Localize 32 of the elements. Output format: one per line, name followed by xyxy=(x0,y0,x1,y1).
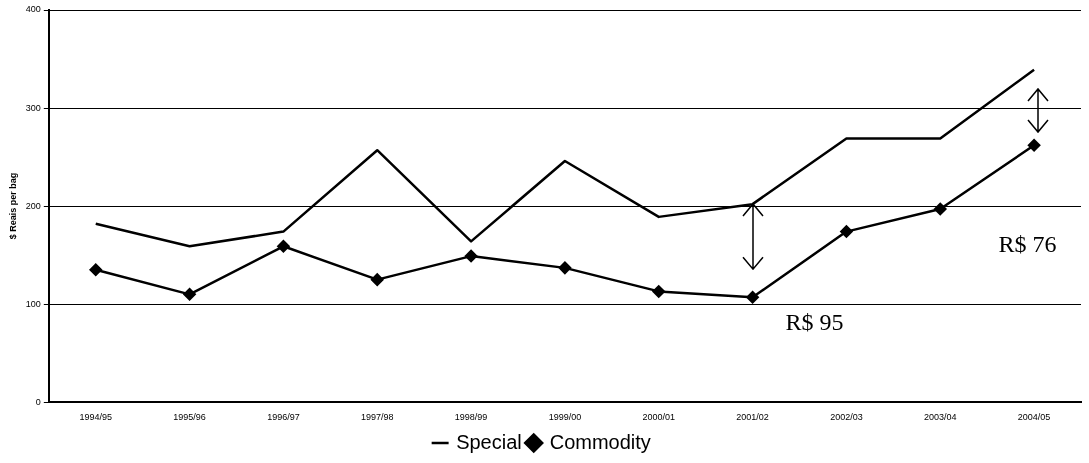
point xyxy=(183,288,196,301)
point xyxy=(558,261,572,275)
annotation: R$ 76 xyxy=(998,230,1057,257)
y-tick-label: 300 xyxy=(25,102,41,113)
x-tick-label: 1998/99 xyxy=(454,412,488,423)
x-tick-label: 1996/97 xyxy=(267,412,300,423)
x-tick-label: 2004/05 xyxy=(1017,412,1051,423)
legend-label: Commodity xyxy=(549,430,651,453)
x-tick-label: 1999/00 xyxy=(548,412,582,423)
y-tick-label: 200 xyxy=(25,200,41,211)
point xyxy=(1027,139,1041,152)
point xyxy=(652,285,665,298)
point xyxy=(277,240,290,253)
x-tick-label: 1997/98 xyxy=(360,412,394,423)
y-tick-label: 400 xyxy=(25,4,41,15)
point xyxy=(89,263,102,277)
point xyxy=(840,225,853,238)
point xyxy=(370,273,384,286)
legend-label: Special xyxy=(456,430,522,453)
y-tick-label: 0 xyxy=(35,396,41,407)
point xyxy=(464,249,478,263)
x-tick-label: 1995/96 xyxy=(173,412,206,423)
y-tick-label: 100 xyxy=(25,298,41,309)
x-tick-label: 2001/02 xyxy=(736,412,769,423)
point xyxy=(934,202,947,216)
x-tick-label: 2003/04 xyxy=(923,412,957,423)
x-tick-label: 2000/01 xyxy=(642,412,676,423)
x-tick-label: 1994/95 xyxy=(79,412,113,423)
x-tick-label: 2002/03 xyxy=(830,412,863,423)
point xyxy=(746,291,759,304)
y-axis-title: $ Reais per bag xyxy=(7,172,18,240)
annotation: R$ 95 xyxy=(785,309,844,336)
